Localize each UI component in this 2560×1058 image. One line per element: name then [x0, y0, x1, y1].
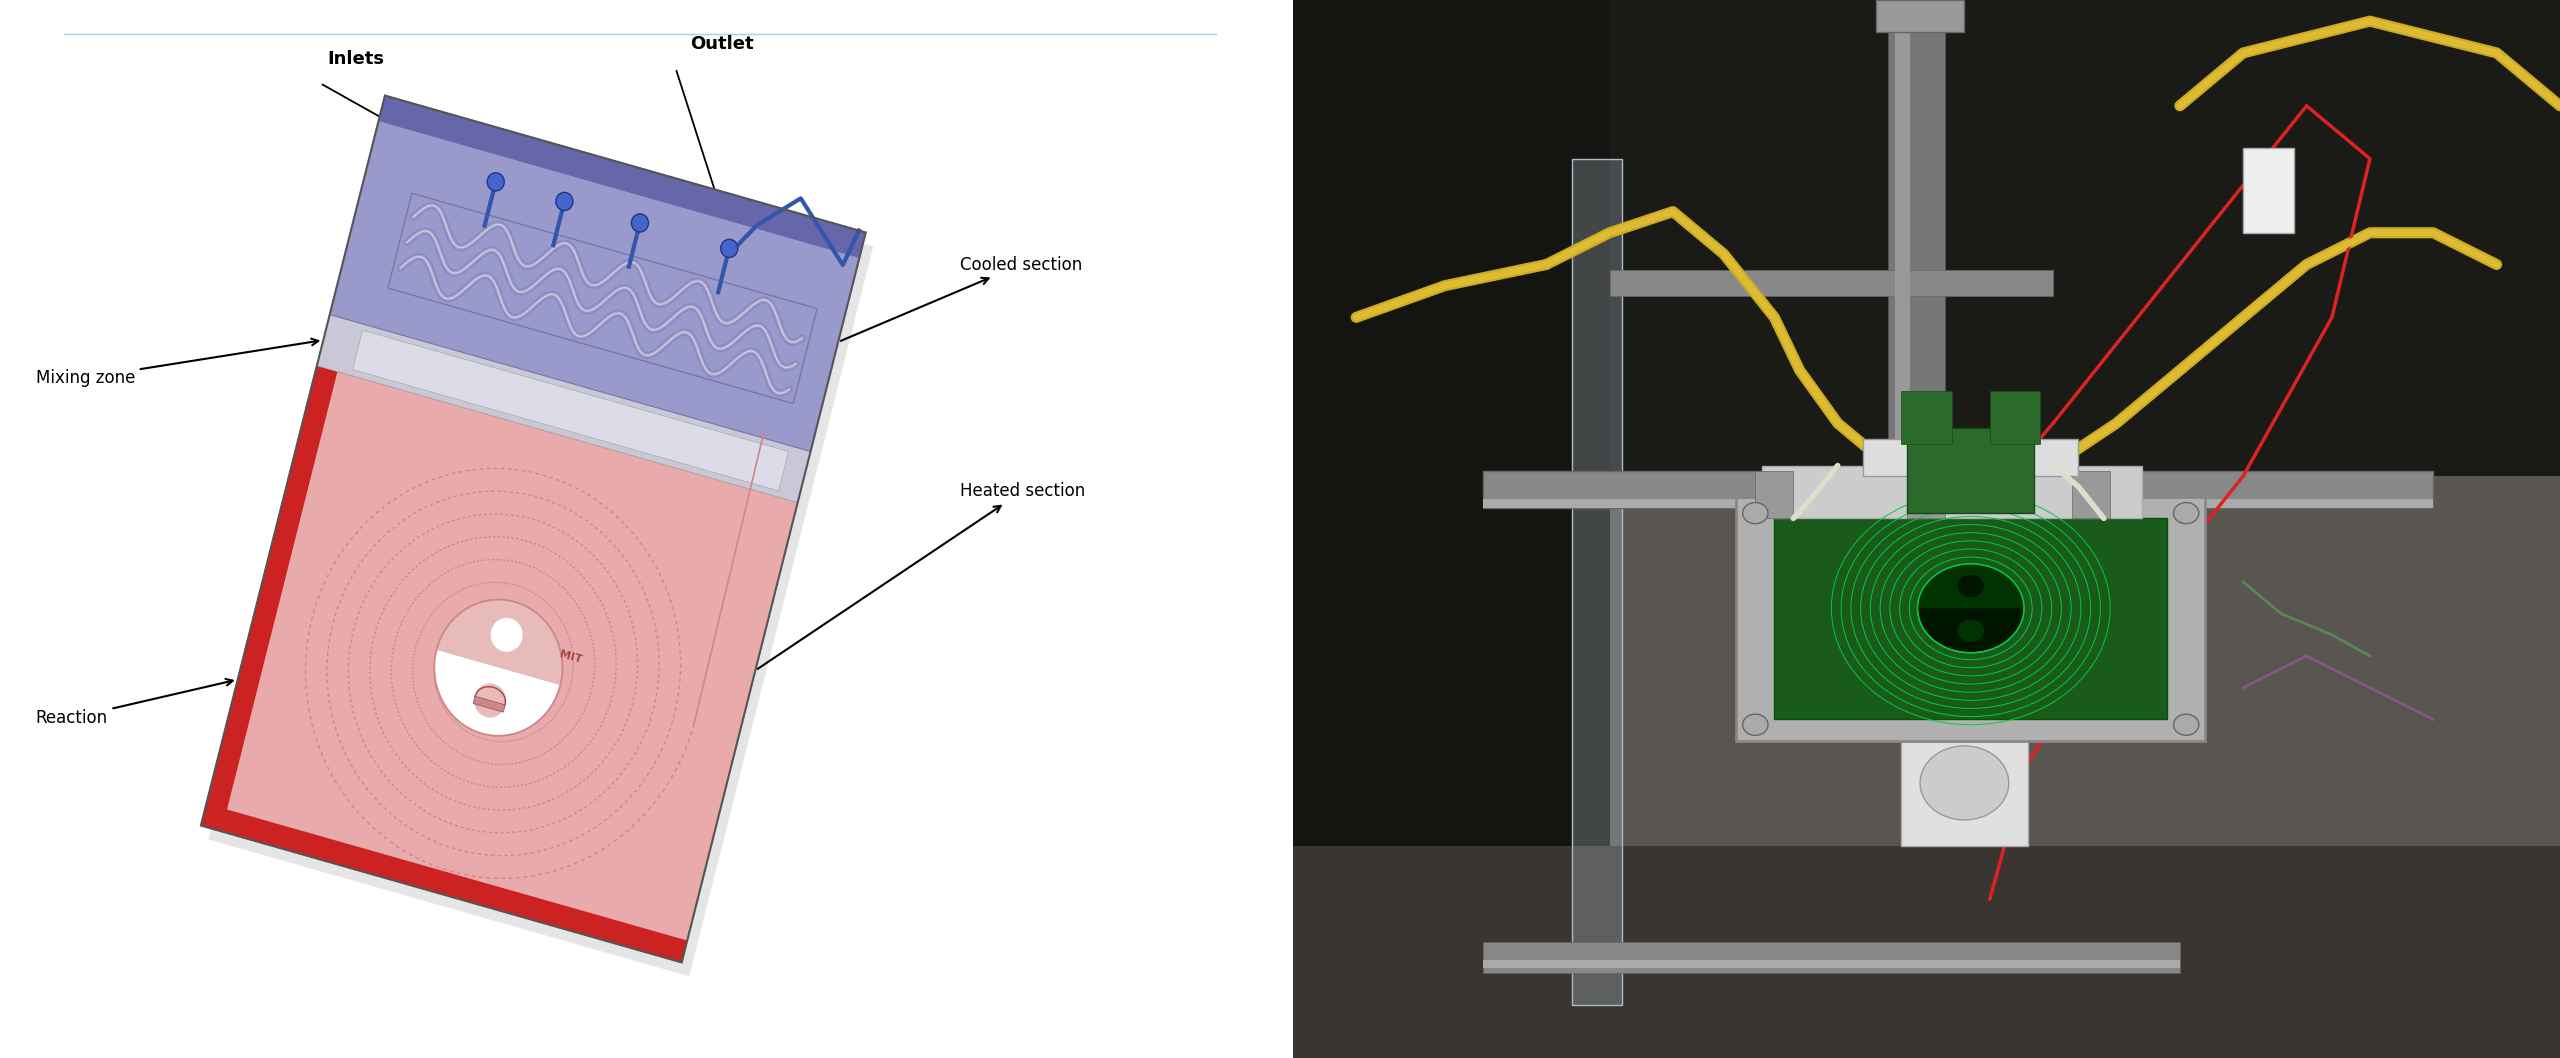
Bar	[1482, 960, 2181, 968]
Text: Cooled section: Cooled section	[840, 255, 1083, 341]
Wedge shape	[438, 600, 563, 686]
Circle shape	[632, 214, 648, 232]
Bar	[1889, 0, 1946, 476]
Text: Reaction: Reaction	[36, 679, 233, 727]
Wedge shape	[435, 650, 561, 735]
Polygon shape	[200, 366, 799, 963]
Polygon shape	[317, 314, 812, 503]
Text: Inlets: Inlets	[328, 50, 384, 68]
Text: Outlet: Outlet	[689, 35, 753, 53]
Circle shape	[1958, 619, 1984, 641]
Polygon shape	[200, 804, 686, 963]
Polygon shape	[207, 109, 873, 977]
Polygon shape	[200, 366, 338, 832]
Bar	[1482, 942, 2181, 973]
Bar	[1864, 439, 2079, 476]
Circle shape	[2173, 714, 2199, 735]
Circle shape	[556, 193, 573, 211]
Bar	[1902, 391, 1951, 444]
Polygon shape	[1293, 846, 2560, 1058]
Circle shape	[492, 618, 522, 652]
Bar	[2243, 148, 2294, 233]
Text: Heated section: Heated section	[758, 482, 1085, 669]
Circle shape	[1743, 503, 1769, 524]
Circle shape	[722, 239, 737, 257]
Circle shape	[2173, 503, 2199, 524]
Bar	[1774, 518, 2168, 719]
Bar	[1894, 0, 1910, 476]
Polygon shape	[1293, 0, 1610, 1058]
Circle shape	[1920, 746, 2010, 820]
Text: Mixing zone: Mixing zone	[36, 339, 317, 387]
Bar	[1482, 499, 2432, 508]
Circle shape	[1743, 714, 1769, 735]
Polygon shape	[330, 95, 865, 452]
Circle shape	[474, 683, 507, 717]
Circle shape	[1917, 564, 2025, 653]
Polygon shape	[474, 696, 504, 712]
Polygon shape	[353, 330, 788, 491]
Polygon shape	[1572, 159, 1623, 1005]
Circle shape	[1958, 576, 1984, 597]
Polygon shape	[1293, 476, 2560, 1058]
Bar	[1482, 471, 2432, 508]
Bar	[1756, 471, 1795, 518]
Bar	[1761, 466, 2143, 518]
Bar	[1907, 428, 2035, 513]
Bar	[1610, 270, 2053, 296]
Polygon shape	[379, 95, 865, 258]
Wedge shape	[1917, 564, 2025, 608]
Bar	[1736, 497, 2204, 741]
Circle shape	[435, 600, 563, 735]
Text: MIT: MIT	[558, 650, 584, 664]
Bar	[2071, 471, 2109, 518]
Bar	[1902, 719, 2028, 846]
Bar	[1876, 0, 1964, 32]
Polygon shape	[1293, 0, 2560, 476]
Bar	[1989, 391, 2040, 444]
Circle shape	[486, 172, 504, 190]
Bar	[1907, 471, 1946, 518]
